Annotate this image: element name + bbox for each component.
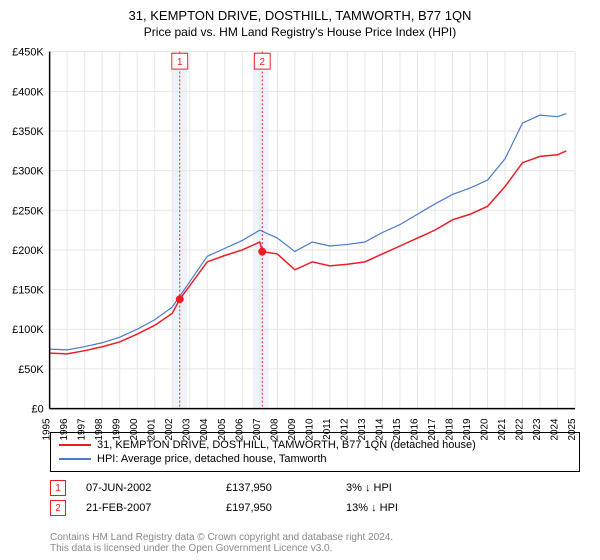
footer: Contains HM Land Registry data © Crown c…	[50, 532, 393, 554]
sale-delta: 3% ↓ HPI	[346, 482, 446, 494]
svg-text:£200K: £200K	[12, 245, 44, 257]
legend-swatch-hpi	[59, 458, 91, 460]
legend-label: HPI: Average price, detached house, Tamw…	[97, 453, 327, 465]
svg-text:£400K: £400K	[12, 86, 44, 98]
footer-line: Contains HM Land Registry data © Crown c…	[50, 532, 393, 543]
svg-text:1: 1	[177, 57, 183, 68]
legend-swatch-property	[59, 444, 91, 446]
legend: 31, KEMPTON DRIVE, DOSTHILL, TAMWORTH, B…	[50, 432, 580, 472]
sale-date: 07-JUN-2002	[86, 482, 206, 494]
sales-table: 1 07-JUN-2002 £137,950 3% ↓ HPI 2 21-FEB…	[50, 478, 446, 518]
chart-title: 31, KEMPTON DRIVE, DOSTHILL, TAMWORTH, B…	[0, 0, 600, 23]
svg-text:£150K: £150K	[12, 285, 44, 297]
footer-line: This data is licensed under the Open Gov…	[50, 543, 393, 554]
chart-container: 31, KEMPTON DRIVE, DOSTHILL, TAMWORTH, B…	[0, 0, 600, 560]
svg-text:£300K: £300K	[12, 166, 44, 178]
svg-text:£100K: £100K	[12, 324, 44, 336]
legend-label: 31, KEMPTON DRIVE, DOSTHILL, TAMWORTH, B…	[97, 439, 476, 451]
chart-subtitle: Price paid vs. HM Land Registry's House …	[0, 23, 600, 39]
svg-text:£250K: £250K	[12, 205, 44, 217]
svg-text:£0: £0	[32, 404, 44, 416]
sale-price: £137,950	[226, 482, 326, 494]
svg-text:£450K: £450K	[12, 47, 44, 59]
svg-text:£50K: £50K	[18, 364, 44, 376]
sale-date: 21-FEB-2007	[86, 502, 206, 514]
legend-item-property: 31, KEMPTON DRIVE, DOSTHILL, TAMWORTH, B…	[59, 438, 571, 452]
sale-price: £197,950	[226, 502, 326, 514]
svg-text:£350K: £350K	[12, 126, 44, 138]
svg-text:2: 2	[259, 57, 265, 68]
chart-plot-area: £0£50K£100K£150K£200K£250K£300K£350K£400…	[50, 50, 580, 410]
legend-item-hpi: HPI: Average price, detached house, Tamw…	[59, 452, 571, 466]
sale-marker-2: 2	[50, 500, 66, 516]
chart-svg: £0 £50K £100K £150K £200K £250K £300K £350K £400…	[5, 45, 585, 445]
sale-marker-1: 1	[50, 480, 66, 496]
sale-delta: 13% ↓ HPI	[346, 502, 446, 514]
sales-row: 2 21-FEB-2007 £197,950 13% ↓ HPI	[50, 498, 446, 518]
sales-row: 1 07-JUN-2002 £137,950 3% ↓ HPI	[50, 478, 446, 498]
